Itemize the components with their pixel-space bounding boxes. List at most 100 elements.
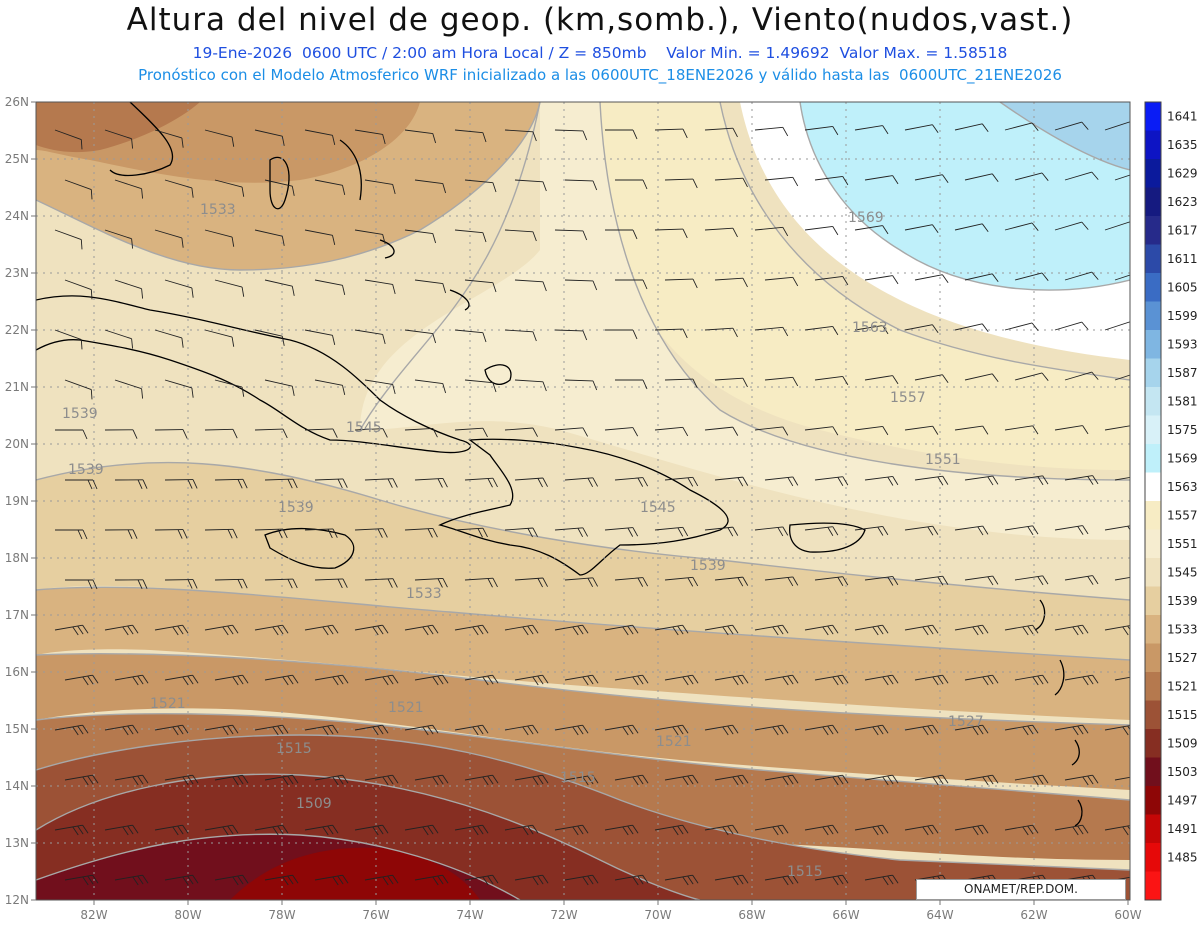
colorbar-level-label: 1569 bbox=[1167, 451, 1198, 465]
wind-barb bbox=[554, 229, 588, 241]
colorbar-level-label: 1641 bbox=[1167, 109, 1198, 123]
wind-barb bbox=[1014, 475, 1049, 486]
wind-barb bbox=[454, 624, 489, 636]
wind-barb bbox=[714, 177, 748, 188]
wind-barb bbox=[354, 624, 389, 636]
wind-barb bbox=[55, 529, 88, 540]
wind-barb bbox=[55, 429, 88, 440]
wind-barb bbox=[1064, 774, 1099, 786]
wind-barb bbox=[364, 478, 398, 488]
wind-barb bbox=[614, 577, 649, 587]
contour-label-1545b: 1545 bbox=[640, 500, 676, 516]
wind-barb bbox=[354, 724, 389, 736]
wind-barb bbox=[304, 824, 339, 836]
colorbar-swatch bbox=[1145, 643, 1161, 673]
wind-barb bbox=[864, 375, 899, 385]
colorbar-level-label: 1485 bbox=[1167, 850, 1198, 864]
colorbar-level-label: 1581 bbox=[1167, 394, 1198, 408]
lat-tick-label: 19N bbox=[5, 494, 29, 508]
colorbar-swatch bbox=[1145, 700, 1161, 730]
wind-barb bbox=[804, 724, 839, 736]
wind-barb bbox=[614, 477, 649, 487]
colorbar-swatch bbox=[1145, 358, 1161, 388]
lat-tick-label: 18N bbox=[5, 551, 29, 565]
wind-barb bbox=[914, 374, 949, 384]
wind-barb bbox=[364, 379, 396, 395]
contour-label-1521c: 1521 bbox=[656, 734, 692, 750]
wind-barb bbox=[1054, 724, 1089, 736]
wind-barb bbox=[914, 674, 949, 686]
wind-barb bbox=[914, 774, 949, 786]
wind-barb bbox=[254, 624, 289, 636]
wind-barb bbox=[454, 824, 489, 836]
colorbar-level-label: 1617 bbox=[1167, 223, 1198, 237]
contour-label-1551: 1551 bbox=[925, 452, 961, 468]
wind-barb bbox=[764, 476, 799, 487]
chart-title: Altura del nivel de geop. (km,somb.), Vi… bbox=[126, 2, 1074, 38]
contour-label-1563: 1563 bbox=[852, 320, 888, 336]
hispaniola-coast bbox=[438, 438, 729, 576]
wind-barb bbox=[854, 125, 889, 135]
wind-barb bbox=[664, 774, 699, 786]
wind-barb bbox=[654, 526, 689, 537]
wind-barb bbox=[204, 824, 239, 836]
lat-tick-label: 17N bbox=[5, 608, 29, 622]
wind-barb bbox=[754, 526, 789, 537]
wind-barb bbox=[914, 274, 949, 284]
wind-barb bbox=[454, 427, 488, 438]
wind-barb bbox=[204, 229, 235, 247]
wind-barb bbox=[364, 774, 399, 786]
wind-barb bbox=[554, 624, 589, 636]
wind-barb bbox=[1004, 525, 1039, 536]
wind-barb bbox=[304, 624, 339, 636]
wind-barb bbox=[404, 624, 439, 636]
wind-barb bbox=[654, 624, 689, 636]
wind-barb bbox=[464, 179, 497, 193]
wind-barb bbox=[714, 674, 749, 686]
colorbar-swatch bbox=[1145, 444, 1161, 473]
wind-barb bbox=[1004, 624, 1039, 636]
colorbar-level-label: 1623 bbox=[1167, 195, 1198, 209]
wind-barb bbox=[754, 126, 789, 137]
wind-barb bbox=[764, 376, 799, 387]
wind-barb bbox=[1004, 425, 1039, 435]
wind-barb bbox=[1114, 774, 1130, 781]
contour-value-labels: 1569 1563 1557 1551 1545 1545 1539 1539 … bbox=[62, 202, 984, 880]
colorbar-swatch bbox=[1145, 273, 1161, 302]
colorbar-swatch bbox=[1145, 843, 1161, 872]
colorbar-level-label: 1605 bbox=[1167, 280, 1198, 294]
wind-barb bbox=[114, 674, 149, 686]
wind-barb bbox=[764, 576, 799, 587]
wind-barb bbox=[64, 774, 99, 786]
colorbar-swatch bbox=[1145, 615, 1161, 644]
wind-barb bbox=[204, 428, 238, 439]
contour-label-1545a: 1545 bbox=[346, 420, 382, 436]
jamaica-coast bbox=[264, 527, 355, 569]
wind-barb bbox=[764, 176, 799, 187]
wind-barb bbox=[264, 478, 298, 489]
wind-barb bbox=[364, 179, 396, 195]
wind-barb bbox=[764, 674, 799, 686]
lat-tick-label: 14N bbox=[5, 779, 29, 793]
colorbar-swatch bbox=[1145, 301, 1161, 331]
lesser-antilles-3 bbox=[1071, 739, 1080, 766]
colorbar-swatch bbox=[1145, 814, 1161, 844]
wind-barb bbox=[604, 427, 639, 437]
wind-barb bbox=[554, 527, 589, 538]
colorbar-level-label: 1587 bbox=[1167, 366, 1198, 380]
wind-barb bbox=[964, 173, 999, 182]
colorbar-level-label: 1515 bbox=[1167, 708, 1198, 722]
contour-label-1509: 1509 bbox=[296, 796, 332, 812]
wind-barb bbox=[814, 874, 849, 886]
lon-tick-label: 60W bbox=[1114, 908, 1141, 922]
wind-barb bbox=[514, 674, 549, 686]
wind-barb bbox=[104, 329, 134, 349]
contour-label-1557: 1557 bbox=[890, 390, 926, 406]
wind-barb bbox=[464, 577, 498, 588]
wind-barb bbox=[404, 724, 439, 736]
colorbar-level-label: 1503 bbox=[1167, 765, 1198, 779]
wind-barb bbox=[854, 225, 889, 235]
wind-barb bbox=[65, 479, 98, 490]
wind-barb bbox=[304, 229, 336, 245]
wind-barb bbox=[1104, 220, 1130, 231]
